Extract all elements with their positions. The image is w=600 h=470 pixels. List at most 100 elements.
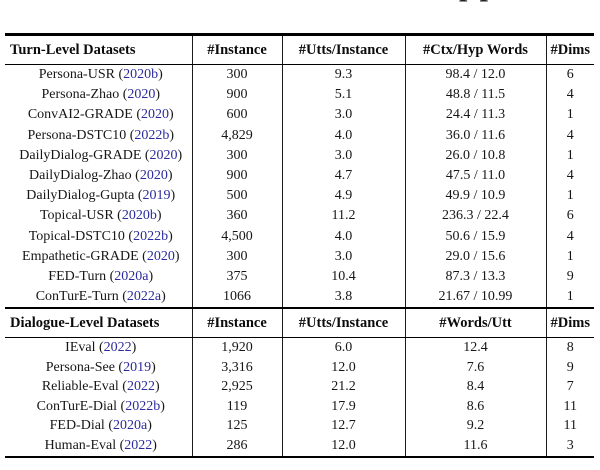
dims-value: 8 (545, 337, 594, 358)
dims-value: 11 (545, 416, 594, 437)
table-row: DailyDialog-Zhao (2020) 900 4.7 47.5 / 11.0… (5, 165, 594, 187)
dataset-name: Persona-Zhao (2020) (41, 87, 161, 103)
ctx-hyp-words-value: 49.9 / 10.9 (404, 186, 546, 207)
instances-value: 375 (191, 266, 282, 288)
dataset-name: Topical-DSTC10 (2022b) (28, 228, 173, 244)
citation-year-link[interactable]: 2022 (103, 340, 132, 356)
ctx-hyp-words-value: 26.0 / 10.8 (404, 145, 546, 166)
ctx-hyp-words-value: 50.6 / 15.9 (404, 226, 546, 247)
citation-year-link[interactable]: 2022b (125, 398, 161, 414)
table-row: FED-Dial (2020a) 125 12.7 9.2 11 (5, 416, 594, 437)
dataset-name: Empathetic-GRADE (2020) (22, 248, 180, 264)
utts-per-instance-value: 9.3 (281, 64, 405, 86)
citation-year-link[interactable]: 2020b (121, 208, 157, 224)
dims-value: 4 (545, 125, 594, 146)
citation-year-link[interactable]: 2022b (134, 127, 170, 143)
citation-year-link[interactable]: 2020a (114, 268, 149, 284)
utts-per-instance-value: 6.0 (281, 337, 405, 358)
column-header-dims: #Dims (545, 34, 594, 65)
instances-value: 300 (191, 246, 282, 267)
utts-per-instance-value: 4.9 (281, 186, 405, 207)
dims-value: 4 (545, 226, 594, 247)
dataset-name: ConTurE-Turn (2022a) (35, 289, 166, 305)
instances-value: 125 (191, 416, 282, 437)
utts-per-instance-value: 4.7 (281, 165, 405, 187)
datasets-table-container: Turn-Level Datasets #Instance #Utts/Inst… (5, 33, 594, 458)
table-row: IEval (2022) 1,920 6.0 12.4 8 (5, 337, 594, 358)
dims-value: 11 (545, 397, 594, 417)
dataset-name: Persona-USR (2020b) (38, 67, 163, 83)
instances-value: 3,316 (191, 357, 282, 378)
table-row: Persona-Zhao (2020) 900 5.1 48.8 / 11.5 4 (5, 85, 594, 106)
column-header-instance: #Instance (191, 307, 282, 339)
citation-year-link[interactable]: 2019 (142, 188, 171, 204)
dims-value: 1 (545, 246, 594, 267)
utts-per-instance-value: 17.9 (281, 397, 405, 417)
dims-value: 6 (545, 64, 594, 86)
dataset-name: FED-Dial (2020a) (49, 418, 152, 434)
table-row: Persona-DSTC10 (2022b) 4,829 4.0 36.0 / 11.… (5, 125, 594, 146)
table-row: Topical-USR (2020b) 360 11.2 236.3 / 22.4 6 (5, 206, 594, 227)
utts-per-instance-value: 10.4 (281, 266, 405, 288)
instances-value: 600 (191, 105, 282, 126)
instances-value: 300 (191, 64, 282, 86)
dialogue-level-rows: IEval (2022) 1,920 6.0 12.4 8 Persona-See (20… (5, 337, 594, 457)
turn-level-section-title: Turn-Level Datasets (5, 34, 192, 65)
instances-value: 1,920 (191, 337, 282, 358)
utts-per-instance-value: 12.0 (281, 357, 405, 378)
column-header-instance: #Instance (191, 34, 282, 65)
dims-value: 1 (545, 105, 594, 126)
dataset-name: Persona-DSTC10 (2022b) (27, 127, 175, 143)
utts-per-instance-value: 3.0 (281, 105, 405, 126)
instances-value: 1066 (191, 287, 282, 309)
words-per-utt-value: 11.6 (404, 436, 546, 457)
instances-value: 360 (191, 206, 282, 227)
citation-year-link[interactable]: 2022 (126, 379, 155, 395)
citation-year-link[interactable]: 2019 (123, 359, 152, 375)
table-row: Human-Eval (2022) 286 12.0 11.6 3 (5, 436, 594, 457)
table-row: ConTurE-Turn (2022a) 1066 3.8 21.67 / 10.99… (5, 287, 594, 309)
utts-per-instance-value: 5.1 (281, 85, 405, 106)
citation-year-link[interactable]: 2020 (149, 147, 178, 163)
words-per-utt-value: 9.2 (404, 416, 546, 437)
dims-value: 4 (545, 165, 594, 187)
ctx-hyp-words-value: 98.4 / 12.0 (404, 64, 546, 86)
citation-year-link[interactable]: 2020a (113, 418, 148, 434)
table-row: Persona-See (2019) 3,316 12.0 7.6 9 (5, 357, 594, 378)
citation-year-link[interactable]: 2020 (139, 168, 168, 184)
citation-year-link[interactable]: 2022b (133, 228, 169, 244)
dataset-name: DailyDialog-Gupta (2019) (26, 188, 176, 204)
citation-year-link[interactable]: 2020b (123, 67, 159, 83)
utts-per-instance-value: 21.2 (281, 377, 405, 398)
citation-year-link[interactable]: 2022a (126, 289, 162, 305)
instances-value: 4,500 (191, 226, 282, 247)
ctx-hyp-words-value: 87.3 / 13.3 (404, 266, 546, 288)
instances-value: 4,829 (191, 125, 282, 146)
citation-year-link[interactable]: 2020 (140, 107, 169, 123)
table-row: ConTurE-Dial (2022b) 119 17.9 8.6 11 (5, 397, 594, 417)
instances-value: 500 (191, 186, 282, 207)
ctx-hyp-words-value: 21.67 / 10.99 (404, 287, 546, 309)
citation-year-link[interactable]: 2022 (124, 438, 153, 454)
ctx-hyp-words-value: 47.5 / 11.0 (404, 165, 546, 187)
dataset-name: FED-Turn (2020a) (48, 268, 154, 284)
utts-per-instance-value: 12.0 (281, 436, 405, 457)
dataset-name: ConvAI2-GRADE (2020) (27, 107, 174, 123)
dims-value: 7 (545, 377, 594, 398)
citation-year-link[interactable]: 2020 (127, 87, 156, 103)
instances-value: 300 (191, 145, 282, 166)
column-header-utts-per-instance: #Utts/Instance (281, 34, 405, 65)
dims-value: 1 (545, 145, 594, 166)
turn-level-section: Turn-Level Datasets #Instance #Utts/Inst… (5, 34, 594, 65)
dims-value: 1 (545, 287, 594, 309)
citation-year-link[interactable]: 2020 (146, 248, 175, 264)
column-header-ctx-hyp-words: #Ctx/Hyp Words (404, 34, 546, 65)
table-row: Persona-USR (2020b) 300 9.3 98.4 / 12.0 6 (5, 64, 594, 86)
table-row: Empathetic-GRADE (2020) 300 3.0 29.0 / 15.6… (5, 246, 594, 267)
dataset-name: Persona-See (2019) (45, 359, 156, 375)
dims-value: 6 (545, 206, 594, 227)
clipped-text: pp (459, 0, 505, 1)
utts-per-instance-value: 12.7 (281, 416, 405, 437)
utts-per-instance-value: 4.0 (281, 226, 405, 247)
